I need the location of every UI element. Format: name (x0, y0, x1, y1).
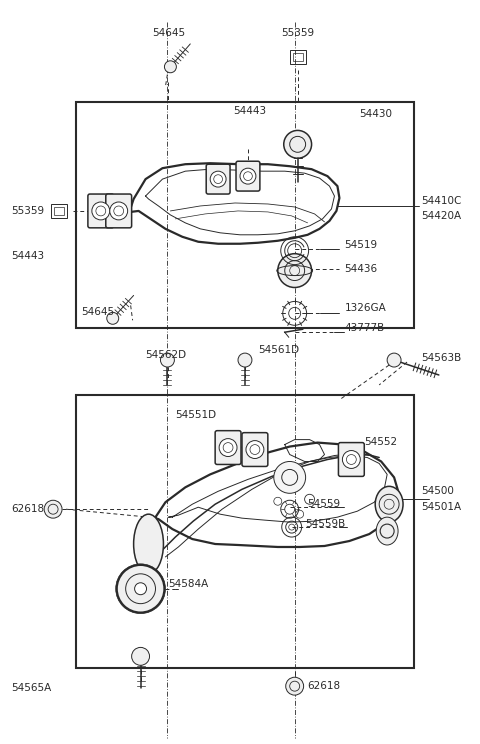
Bar (290, 50, 306, 64)
Circle shape (286, 677, 304, 695)
Circle shape (274, 461, 306, 493)
Text: 54562D: 54562D (145, 350, 187, 360)
Text: 54563B: 54563B (421, 353, 461, 363)
Text: 54559B: 54559B (306, 519, 346, 529)
FancyBboxPatch shape (206, 164, 230, 194)
Text: 55359: 55359 (281, 28, 314, 38)
Text: 54559: 54559 (308, 499, 341, 509)
Text: 43777B: 43777B (344, 323, 384, 333)
Text: 54501A: 54501A (421, 502, 461, 512)
FancyBboxPatch shape (106, 194, 132, 228)
Text: 54519: 54519 (344, 240, 377, 250)
Bar (293, 53, 302, 61)
Circle shape (284, 130, 312, 158)
Circle shape (132, 647, 150, 665)
Circle shape (238, 353, 252, 367)
Circle shape (165, 61, 176, 73)
Circle shape (219, 439, 237, 457)
FancyBboxPatch shape (236, 161, 260, 191)
Circle shape (210, 171, 226, 187)
Text: 54430: 54430 (360, 109, 392, 120)
Text: 54410C: 54410C (421, 196, 461, 206)
Text: 54584A: 54584A (168, 579, 209, 589)
Text: 54561D: 54561D (258, 345, 299, 355)
Text: 54443: 54443 (12, 251, 45, 260)
Circle shape (278, 254, 312, 287)
FancyBboxPatch shape (242, 433, 268, 466)
FancyBboxPatch shape (215, 431, 241, 464)
Text: 1326GA: 1326GA (344, 304, 386, 313)
Ellipse shape (376, 517, 398, 545)
Bar (54, 207, 64, 215)
Bar (76, 102, 414, 328)
Circle shape (240, 168, 256, 184)
Bar (76, 395, 414, 668)
Text: 54420A: 54420A (421, 211, 461, 221)
Circle shape (342, 451, 360, 469)
Circle shape (246, 440, 264, 458)
Text: 54500: 54500 (421, 487, 454, 496)
Text: 54552: 54552 (364, 437, 397, 446)
FancyBboxPatch shape (88, 194, 114, 228)
Text: 54443: 54443 (233, 106, 266, 117)
Bar (51, 204, 67, 218)
Text: 54565A: 54565A (12, 683, 51, 693)
Circle shape (107, 312, 119, 324)
Circle shape (160, 353, 174, 367)
Text: 54551D: 54551D (175, 410, 216, 420)
Ellipse shape (375, 487, 403, 522)
Circle shape (44, 500, 62, 518)
Circle shape (117, 565, 165, 612)
Circle shape (92, 202, 110, 220)
Text: 54645: 54645 (152, 28, 185, 38)
Text: 62618: 62618 (308, 682, 341, 691)
Circle shape (110, 202, 128, 220)
Text: 54436: 54436 (344, 263, 377, 274)
Text: 55359: 55359 (12, 206, 45, 216)
Text: 54645: 54645 (81, 307, 114, 318)
Text: 62618: 62618 (12, 504, 45, 514)
FancyBboxPatch shape (338, 443, 364, 476)
Circle shape (387, 353, 401, 367)
Circle shape (134, 583, 146, 594)
Ellipse shape (133, 514, 164, 574)
